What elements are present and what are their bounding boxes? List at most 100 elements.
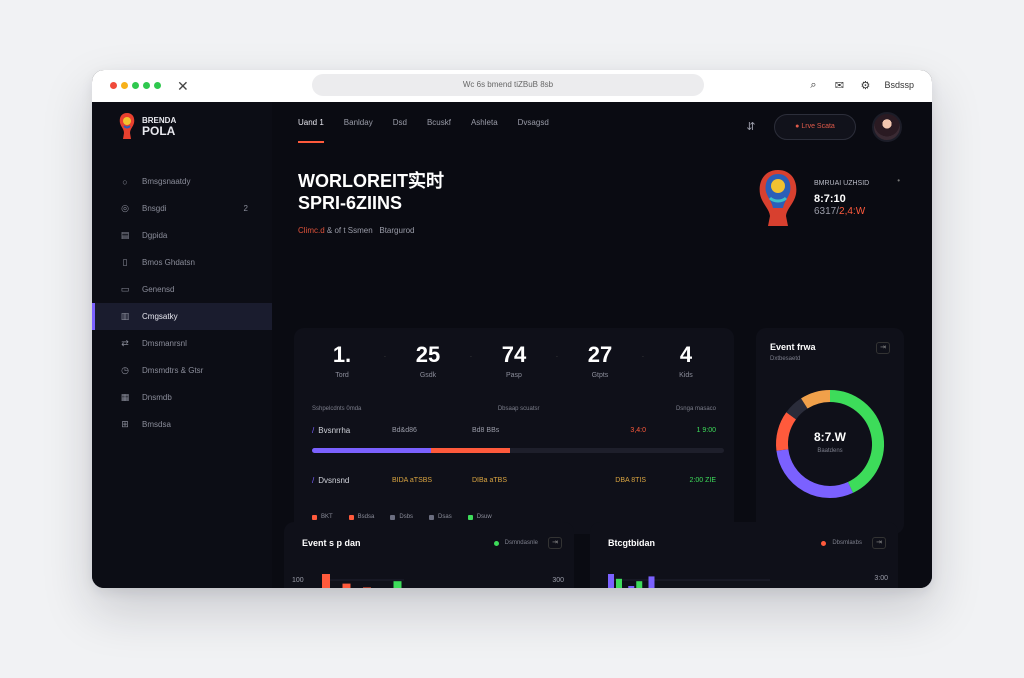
stat-label: Tord: [335, 372, 349, 379]
browser-action-label[interactable]: Bsdssp: [884, 80, 914, 90]
filter-icon[interactable]: ⇵: [746, 121, 756, 133]
bar[interactable]: [616, 578, 622, 588]
donut-center-label: Baatdens: [817, 448, 843, 454]
avatar[interactable]: [872, 112, 902, 142]
window-dot[interactable]: [154, 82, 161, 89]
bar[interactable]: [636, 581, 643, 588]
match-col-1: Bd&d86: [392, 427, 417, 434]
chart-2-expand-icon[interactable]: ⇥: [872, 537, 886, 549]
live-score-button[interactable]: ● Lrve Scata: [774, 114, 856, 140]
sidebar-item-icon: ◎: [121, 203, 129, 213]
bar[interactable]: [648, 576, 655, 588]
sidebar-item[interactable]: ◷ Dmsmdtrs & Gtsr: [92, 357, 272, 384]
event-card-subtitle: Dxtbesaetd: [770, 356, 801, 362]
match-col-2: DIBa aTBS: [472, 477, 508, 484]
sidebar-item-label: Dmsmanrsnl: [142, 339, 187, 348]
stat-value: 27: [587, 342, 613, 367]
bar[interactable]: [363, 587, 371, 588]
url-bar[interactable]: Wc 6s bmend tiZBuB 8sb: [312, 74, 704, 96]
match-name: Dvsnsnd: [318, 476, 350, 485]
settings-icon[interactable]: ⚙: [860, 79, 871, 92]
brand-line-1: BRENDA: [142, 115, 177, 125]
emblem-value: 8:7:10: [814, 193, 846, 205]
donut-slice[interactable]: [801, 390, 831, 409]
more-icon[interactable]: •: [897, 176, 900, 185]
mail-icon[interactable]: ✉: [834, 79, 845, 92]
legend-label: Dsas: [438, 514, 452, 520]
stat: 4 Kids: [656, 342, 716, 379]
stat-separator: ·: [555, 352, 559, 361]
event-donut-chart: [776, 390, 884, 498]
tab[interactable]: Dvsagsd: [517, 118, 549, 127]
sidebar-item[interactable]: ▦ Dnsmdb: [92, 384, 272, 411]
chart-1-expand-icon[interactable]: ⇥: [548, 537, 562, 549]
emblem-label: BMRUAI UZHSID: [814, 180, 870, 187]
sidebar-item-icon: ▦: [120, 392, 130, 402]
window-dot[interactable]: [132, 82, 139, 89]
sidebar-item-label: Bmsdsa: [142, 420, 171, 429]
bar[interactable]: [322, 574, 330, 588]
window-controls: [110, 82, 161, 89]
tab[interactable]: Dsd: [392, 118, 407, 127]
sidebar-item-badge: 2: [243, 204, 248, 213]
browser-chrome: ✕ Wc 6s bmend tiZBuB 8sb ⌕ ✉ ⚙ Bsdssp: [92, 70, 932, 102]
tab[interactable]: Bcuskf: [426, 118, 451, 127]
subtitle-tag[interactable]: Btargurod: [379, 226, 415, 235]
y-tick-right: 300: [552, 577, 564, 584]
progress-segment-purple: [312, 448, 432, 453]
sidebar-item[interactable]: ▤ Dgpida: [92, 222, 272, 249]
tab[interactable]: Banlday: [343, 118, 373, 127]
sidebar-item[interactable]: ○ Bmsgsnaatdy: [92, 168, 272, 195]
sidebar-item[interactable]: ⊞ Bmsdsa: [92, 411, 272, 438]
bar[interactable]: [393, 581, 402, 588]
sidebar-item[interactable]: ▥ Cmgsatky: [92, 303, 272, 330]
donut-slice[interactable]: [829, 390, 884, 493]
expand-icon[interactable]: ⇥: [876, 342, 890, 354]
sidebar-item[interactable]: ▯ Bmos Ghdatsn: [92, 249, 272, 276]
match-header-cell: Sshpelcdnts 0mda: [312, 406, 362, 412]
stat-value: 25: [415, 342, 441, 367]
bar[interactable]: [628, 586, 635, 588]
chart-2-legend-swatch: [821, 540, 827, 546]
stat-value: 4: [679, 342, 693, 367]
close-tab-icon[interactable]: ✕: [177, 78, 189, 94]
legend-label: Dsuw: [476, 514, 492, 520]
subtitle-text: & of t Ssmen: [326, 226, 373, 235]
window-dot[interactable]: [110, 82, 117, 89]
sidebar-item[interactable]: ▭ Genensd: [92, 276, 272, 303]
title-line-2: SPRI-6ZIINS: [298, 193, 403, 213]
tab[interactable]: Ashleta: [470, 118, 498, 127]
event-flow-card: Event frwa Dxtbesaetd ⇥ 8:7.W Baatdens: [756, 328, 904, 534]
stat-separator: ·: [383, 352, 387, 361]
match-row[interactable]: / Bvsnrrha Bd&d86 Bd8 BBs 3,4:0 1 9:00: [312, 426, 716, 435]
legend-label: Bsdsa: [357, 514, 375, 520]
tab[interactable]: Uand 1: [298, 118, 324, 143]
sidebar-item[interactable]: ⇄ Dmsmanrsnl: [92, 330, 272, 357]
donut-slice[interactable]: [786, 398, 808, 420]
sidebar-item[interactable]: ◎ Bnsgdi 2: [92, 195, 272, 222]
donut-slice[interactable]: [776, 448, 853, 498]
chart-1-legend: Dsmndasnle: [493, 540, 538, 546]
page-title: WORLOREIT实时 SPRI-6ZIINS: [298, 170, 444, 214]
bar[interactable]: [342, 583, 351, 588]
browser-actions: ⌕ ✉ ⚙ Bsdssp: [806, 78, 914, 92]
window-dot[interactable]: [121, 82, 128, 89]
top-tabs: Uand 1 Banlday Dsd Bcuskf Ashleta Dvsagsd: [298, 118, 549, 143]
event-card-title: Event frwa: [770, 342, 816, 352]
chart-1-legend-label: Dsmndasnle: [504, 540, 538, 546]
brand-logo[interactable]: BRENDA POLA: [118, 112, 176, 140]
match-result-2: 2:00 ZIE: [689, 477, 716, 484]
match-name-wrap: / Bvsnrrha: [312, 426, 392, 435]
y-tick-left: 100: [292, 577, 304, 584]
match-row[interactable]: / Dvsnsnd BIDA aTSBS DIBa aTBS DBA 8TIS 2:00 …: [312, 476, 716, 485]
sidebar-item-label: Bnsgdi: [142, 204, 167, 213]
legend-item: Bsdsa: [348, 514, 375, 520]
stat-label: Gsdk: [419, 372, 437, 379]
world-cup-emblem-icon: [759, 170, 797, 226]
match-name: Bvsnrrha: [318, 426, 351, 435]
window-dot[interactable]: [143, 82, 150, 89]
bar[interactable]: [608, 574, 614, 588]
search-icon[interactable]: ⌕: [810, 78, 817, 91]
donut-slice[interactable]: [776, 412, 797, 451]
